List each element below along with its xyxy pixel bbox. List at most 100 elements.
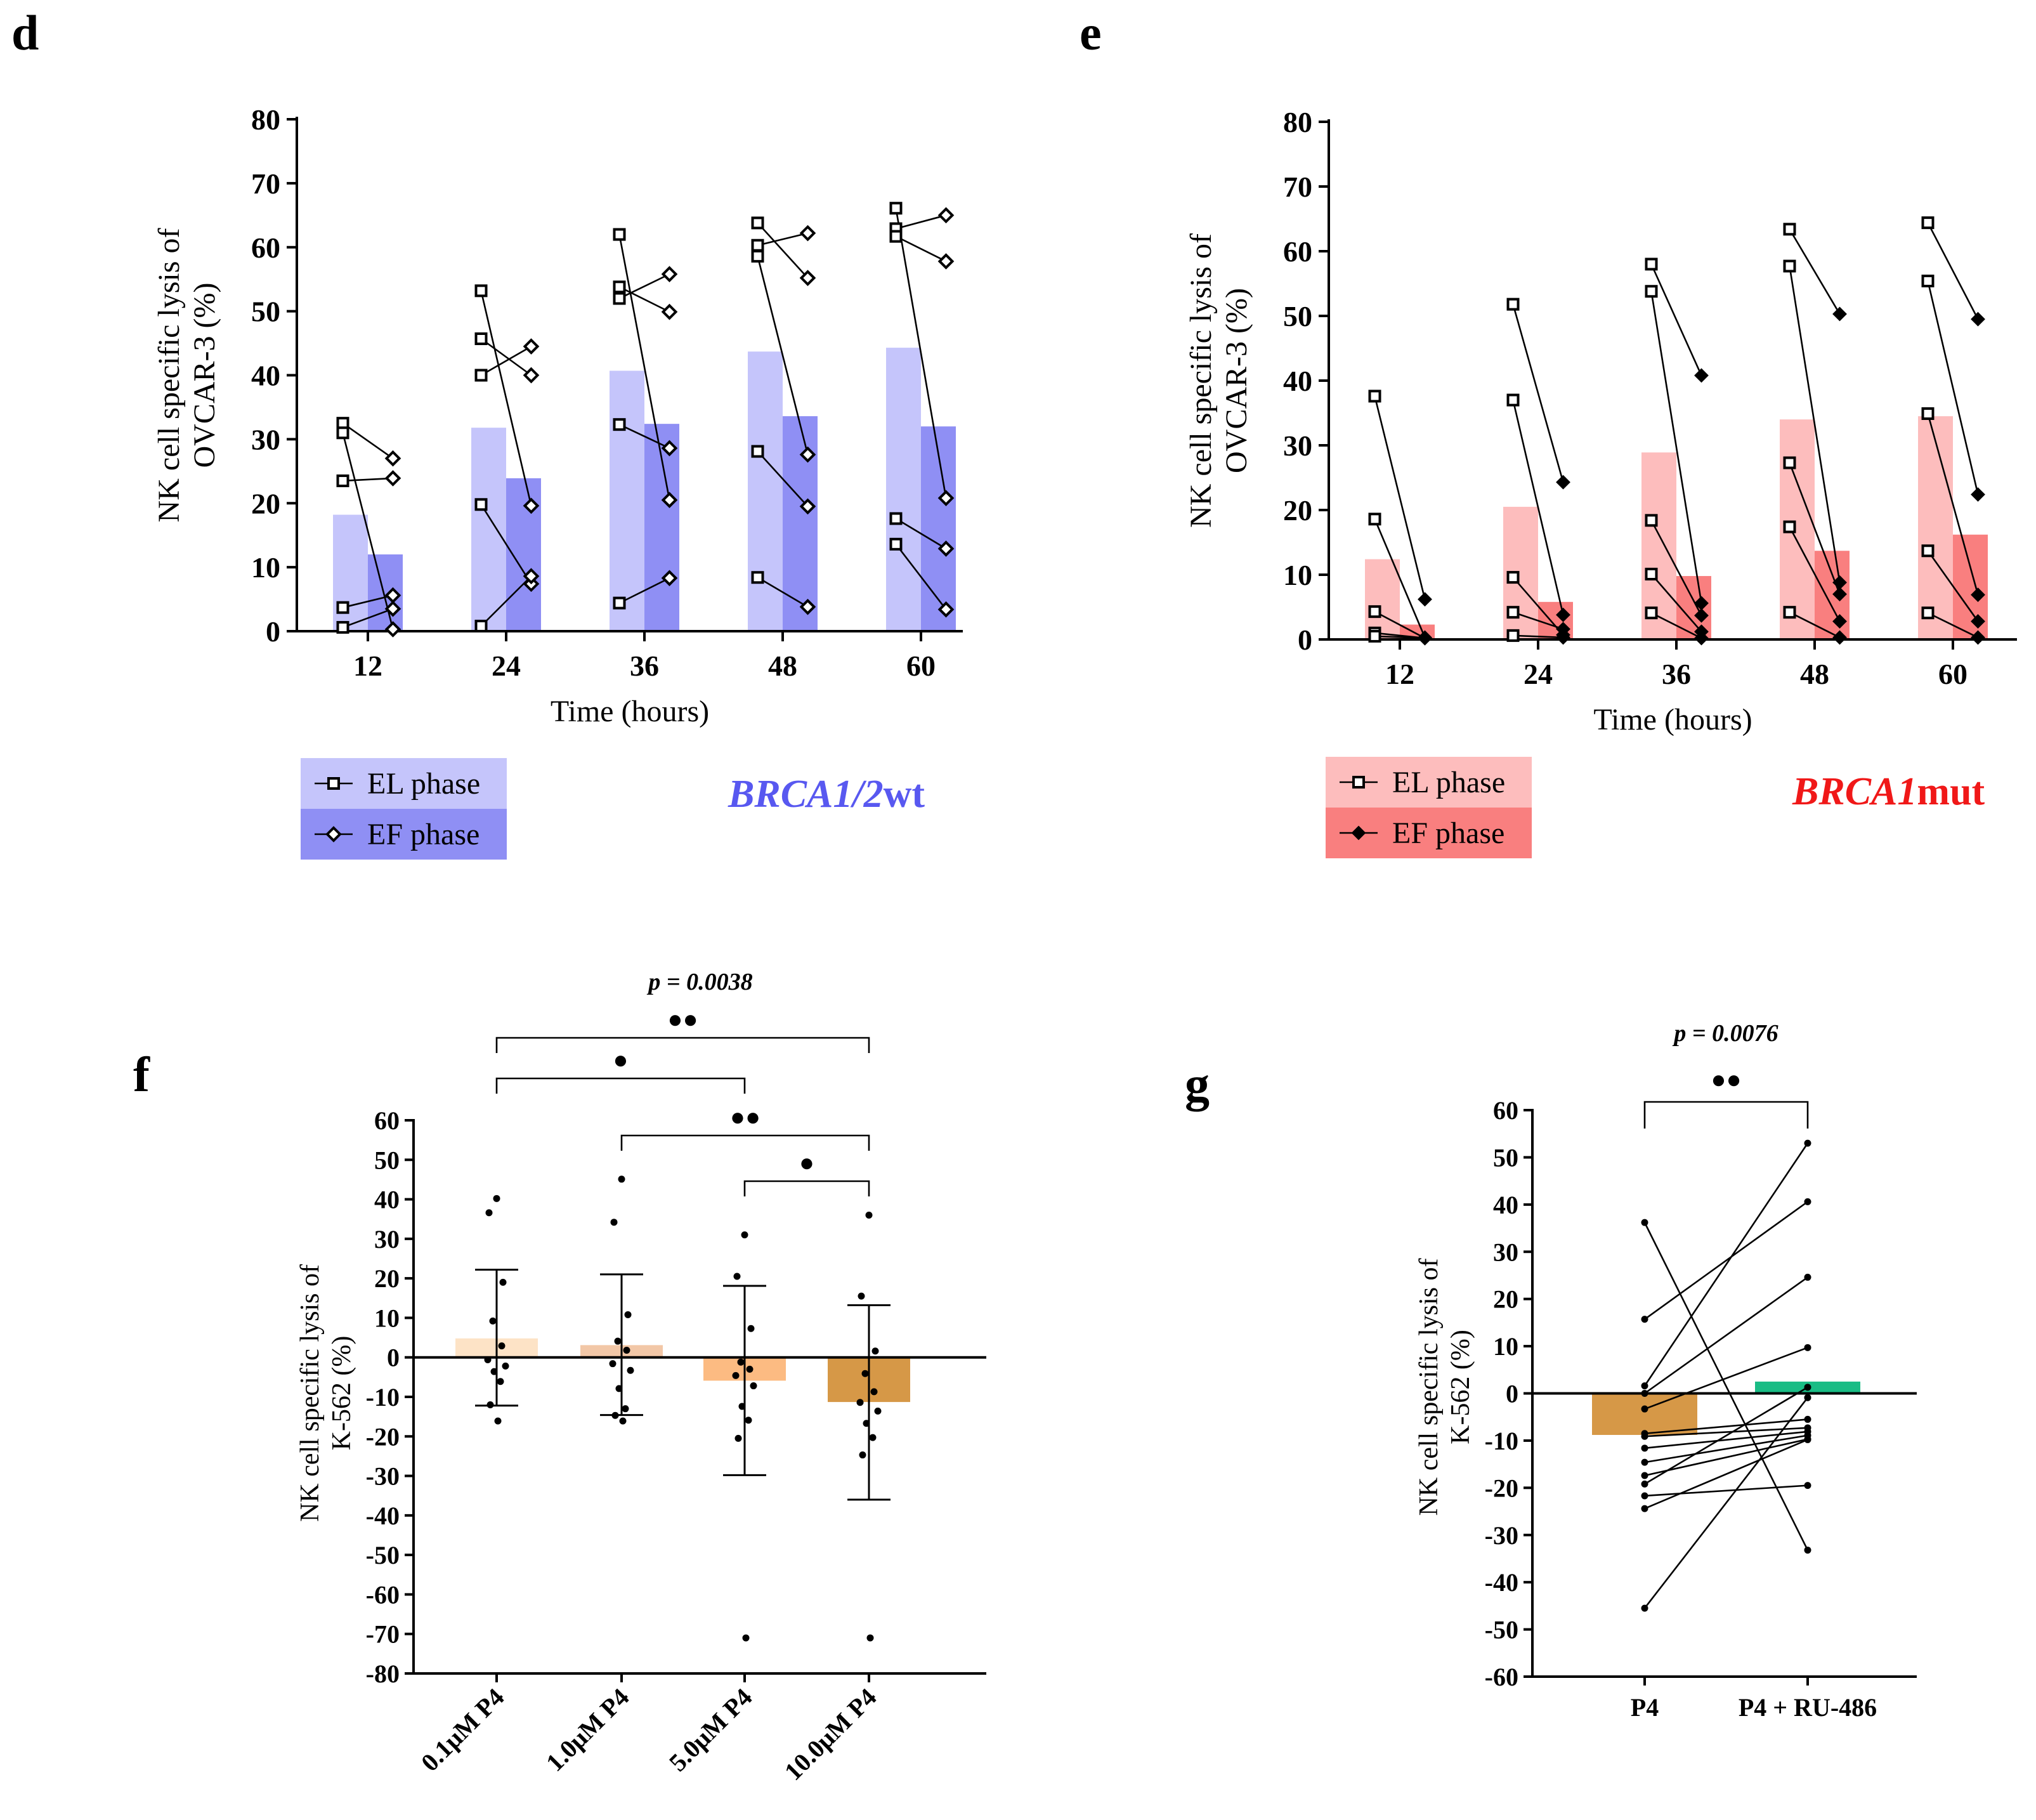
el-point bbox=[1506, 298, 1520, 311]
y-tick-label: 40 bbox=[1493, 1191, 1518, 1219]
data-point bbox=[611, 1411, 619, 1419]
y-tick-label: 60 bbox=[1283, 235, 1312, 268]
data-point bbox=[870, 1388, 878, 1396]
y-tick-label: -20 bbox=[1485, 1474, 1518, 1502]
y-axis-title-line: NK cell specific lysis of bbox=[1184, 233, 1218, 528]
ef-point bbox=[1694, 368, 1709, 383]
y-tick-label: 30 bbox=[1283, 429, 1312, 462]
y-tick-label: 40 bbox=[1283, 365, 1312, 397]
pair-line bbox=[1789, 526, 1841, 622]
x-tick-label: 5.0μM P4 bbox=[663, 1683, 757, 1777]
ef-point bbox=[1832, 614, 1847, 629]
pair-line bbox=[757, 256, 809, 455]
significance-bracket bbox=[743, 1180, 870, 1196]
y-axis-title-line: NK cell specific lysis of bbox=[1414, 1259, 1444, 1516]
y-tick-label: 60 bbox=[251, 232, 280, 264]
significance-bracket bbox=[495, 1037, 870, 1053]
ef-point bbox=[1418, 631, 1432, 646]
el-point bbox=[1783, 520, 1796, 534]
pair-line bbox=[480, 345, 532, 376]
ef-point bbox=[1832, 587, 1847, 602]
y-tick-label: -40 bbox=[366, 1502, 400, 1530]
y-tick-label: 50 bbox=[1493, 1143, 1518, 1172]
el-point bbox=[1783, 259, 1796, 273]
x-tick-label: 48 bbox=[768, 650, 797, 682]
data-point bbox=[741, 1231, 748, 1239]
data-point bbox=[874, 1407, 882, 1415]
data-point bbox=[732, 1372, 740, 1379]
el-point bbox=[1368, 629, 1381, 643]
pair-line bbox=[1374, 610, 1426, 639]
bar-el-phase bbox=[471, 428, 506, 631]
p-value-label: p = 0.0038 bbox=[646, 969, 752, 995]
y-tick-label: 70 bbox=[251, 167, 280, 200]
pair-line bbox=[1644, 1484, 1808, 1497]
y-axis-title-line: K-562 (%) bbox=[327, 1336, 356, 1451]
x-tick-label: P4 + RU-486 bbox=[1739, 1693, 1877, 1722]
panel-label-e: e bbox=[1080, 5, 1102, 60]
y-tick-label: 60 bbox=[1493, 1096, 1518, 1125]
data-point bbox=[866, 1634, 874, 1642]
data-point bbox=[1641, 1444, 1648, 1452]
el-point bbox=[1783, 456, 1796, 469]
ef-point bbox=[937, 601, 955, 618]
data-point bbox=[484, 1356, 492, 1363]
data-point bbox=[619, 1417, 627, 1425]
bar-ef-phase bbox=[644, 424, 679, 631]
ef-point bbox=[937, 207, 955, 224]
pair-line bbox=[1927, 413, 1979, 595]
x-tick-label: 36 bbox=[630, 650, 659, 682]
y-tick-label: 50 bbox=[251, 296, 280, 328]
data-point bbox=[861, 1370, 869, 1377]
el-point bbox=[1645, 285, 1658, 298]
pair-line bbox=[1650, 263, 1702, 376]
data-point bbox=[733, 1273, 741, 1280]
el-point bbox=[751, 571, 764, 584]
pair-line bbox=[896, 214, 946, 230]
y-tick-label: 40 bbox=[251, 360, 280, 392]
el-point bbox=[889, 202, 903, 215]
pair-line bbox=[1650, 291, 1702, 604]
data-point bbox=[502, 1362, 509, 1370]
significance-bracket bbox=[1643, 1101, 1809, 1129]
pair-line bbox=[1512, 304, 1564, 483]
el-point bbox=[751, 216, 764, 230]
ef-point bbox=[1694, 608, 1709, 623]
pair-line bbox=[1789, 266, 1841, 583]
pair-line bbox=[757, 232, 808, 246]
y-axis-title: NK cell specific lysis ofOVCAR-3 (%) bbox=[152, 228, 221, 523]
pair-line bbox=[1643, 1222, 1809, 1551]
x-tick-label: 60 bbox=[1938, 658, 1967, 690]
data-point bbox=[1804, 1394, 1811, 1401]
y-axis-title-line: NK cell specific lysis of bbox=[152, 228, 186, 523]
pair-line bbox=[895, 235, 947, 263]
x-tick-label: 36 bbox=[1662, 658, 1691, 690]
data-point bbox=[858, 1292, 865, 1300]
data-point bbox=[493, 1195, 500, 1202]
el-point bbox=[1921, 544, 1935, 558]
y-axis-title: NK cell specific lysis ofK-562 (%) bbox=[296, 1264, 356, 1522]
p-value-label: p = 0.0076 bbox=[1672, 1020, 1778, 1047]
pair-line bbox=[618, 286, 670, 313]
legend: EL phase EF phase bbox=[1326, 757, 1532, 858]
data-point bbox=[498, 1342, 506, 1350]
pair-line bbox=[1650, 612, 1702, 639]
bar-el-phase bbox=[1918, 416, 1953, 639]
data-point bbox=[494, 1417, 502, 1425]
el-point bbox=[474, 284, 488, 298]
pair-line bbox=[757, 577, 809, 608]
x-tick-label: 24 bbox=[492, 650, 521, 682]
y-axis-title-line: OVCAR-3 (%) bbox=[1220, 288, 1253, 473]
x-tick-label: 0.1μM P4 bbox=[415, 1683, 509, 1777]
el-point bbox=[1783, 223, 1796, 236]
pair-line bbox=[618, 234, 670, 501]
data-point bbox=[614, 1337, 622, 1345]
x-tick-label: 1.0μM P4 bbox=[540, 1683, 634, 1777]
ef-point bbox=[799, 598, 816, 615]
data-point bbox=[624, 1311, 632, 1318]
el-point bbox=[751, 249, 764, 263]
el-point bbox=[336, 426, 349, 440]
data-point bbox=[1641, 1432, 1648, 1440]
el-point bbox=[1783, 606, 1796, 619]
